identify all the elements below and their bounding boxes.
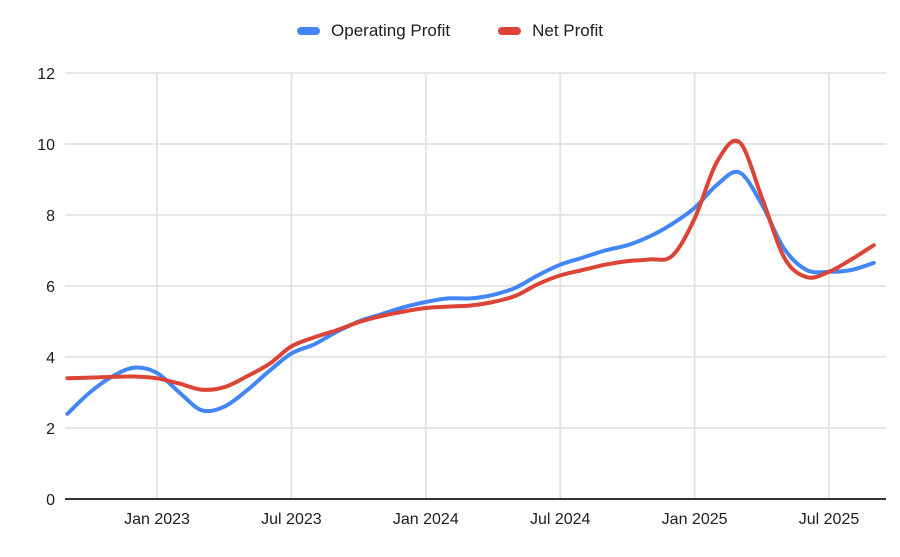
y-tick-label: 6 [46,279,55,296]
x-tick-label: Jul 2025 [799,511,860,528]
legend-item-net-profit: Net Profit [498,21,603,41]
y-tick-label: 8 [46,208,55,225]
x-tick-label: Jul 2023 [261,511,322,528]
y-tick-label: 12 [37,66,55,83]
series-line-net-profit [65,138,876,392]
legend-label-net-profit: Net Profit [532,21,603,40]
y-tick-label: 0 [46,492,55,509]
net-profit-swatch [498,27,522,35]
series-line-operating-profit [65,169,876,416]
y-tick-label: 2 [46,421,55,438]
legend-item-operating-profit: Operating Profit [297,21,450,41]
x-tick-label: Jan 2024 [393,511,459,528]
x-tick-label: Jan 2023 [124,511,190,528]
y-tick-label: 10 [37,137,55,154]
legend-label-operating-profit: Operating Profit [331,21,451,40]
chart-legend: Operating Profit Net Profit [0,21,900,41]
x-tick-label: Jan 2025 [662,511,728,528]
operating-profit-swatch [297,27,321,35]
y-tick-label: 4 [46,350,55,367]
x-tick-label: Jul 2024 [530,511,591,528]
